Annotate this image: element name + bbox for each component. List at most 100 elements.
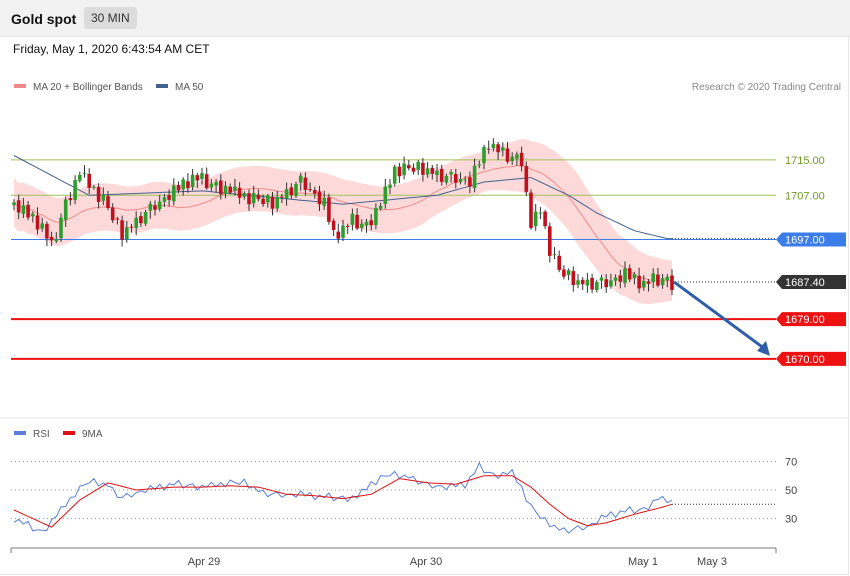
candle-body [552,254,557,256]
candle [618,269,623,289]
ma20-legend-label: MA 20 + Bollinger Bands [33,82,143,93]
candle [360,219,364,232]
candle-body [543,211,547,227]
candle [190,169,195,191]
candle [595,279,599,293]
candle-body [270,196,275,209]
candle-body [228,186,232,193]
candle [656,267,660,288]
candle-body [435,170,439,175]
candle [181,177,185,196]
time-axis: Apr 29 Apr 30 May 1 May 3 [10,547,777,568]
candle [21,198,26,219]
candle [627,264,632,283]
candle-body [219,180,223,195]
candle [524,161,529,197]
candle [383,178,388,209]
candle [101,187,106,206]
candle-body [529,192,533,228]
candle [378,202,383,211]
candle [327,193,331,225]
rsi-line [13,461,673,534]
candle [270,191,275,216]
candle [12,199,16,211]
ma50-legend-label: MA 50 [175,82,204,93]
candle-body [355,214,359,229]
candle [486,140,491,154]
candle [590,273,594,294]
candle [623,261,627,288]
candle [289,183,294,199]
candle-body [125,227,129,240]
candle [543,209,547,229]
candle-body [670,275,674,291]
instrument-title: Gold spot [11,11,77,27]
candle-body [665,276,670,281]
candle-body [275,197,279,209]
candle [604,274,608,293]
candle-body [345,226,350,228]
candle-body [430,167,435,174]
candle [223,181,228,199]
interval-button[interactable]: 30 MIN [84,7,137,29]
ma9-legend-swatch [63,431,75,435]
rsi-tick-30: 30 [785,514,797,526]
candle [167,189,171,207]
forecast-arrow-head [757,340,770,356]
candle [355,208,359,231]
level-label-1697.00: 1697.00 [776,232,846,247]
candle-body [195,175,200,181]
candle-body [298,175,303,183]
candle-body [54,238,59,242]
candle [110,203,115,224]
candle-body [397,166,402,177]
candle [251,185,256,208]
candle [120,215,124,247]
candle-body [143,211,148,224]
candle-body [322,197,326,206]
credit-text: Research © 2020 Trading Central [692,82,841,93]
candle [237,182,242,205]
candle-body [439,168,444,182]
candle [374,203,378,230]
candle [557,250,561,273]
candle-body [308,189,312,191]
candle-body [73,180,77,200]
level-label-1670.00: 1670.00 [776,351,846,366]
chart-frame [0,36,849,575]
candle-body [68,198,73,201]
candle [369,214,373,231]
candle [411,163,416,175]
candle-body [360,223,364,228]
candle [73,175,77,205]
candle [106,190,110,211]
candle-body [388,184,392,188]
forecast-arrow-layer [673,280,770,356]
candle [82,165,87,178]
candle-body [35,215,40,230]
candle-body [402,163,406,176]
candle [341,219,345,242]
candle [266,193,270,208]
candle-body [407,165,411,169]
candle-body [92,186,96,188]
level-label-1687.40: 1687.40 [776,274,846,289]
candle-body [331,220,336,230]
candle [529,189,533,230]
candle [49,231,54,247]
candle [186,173,190,193]
candle-body [256,194,261,200]
candle-body [200,173,204,179]
candle-body [139,216,143,224]
candle [651,268,655,288]
candle [157,194,162,212]
candle-body [590,278,594,290]
time-tick-apr-30: Apr 30 [410,556,442,568]
candle-body [595,282,599,291]
candle [134,211,138,236]
candle-body [651,273,655,283]
candle [336,223,341,244]
candle [435,163,439,183]
candle-body [31,213,35,217]
